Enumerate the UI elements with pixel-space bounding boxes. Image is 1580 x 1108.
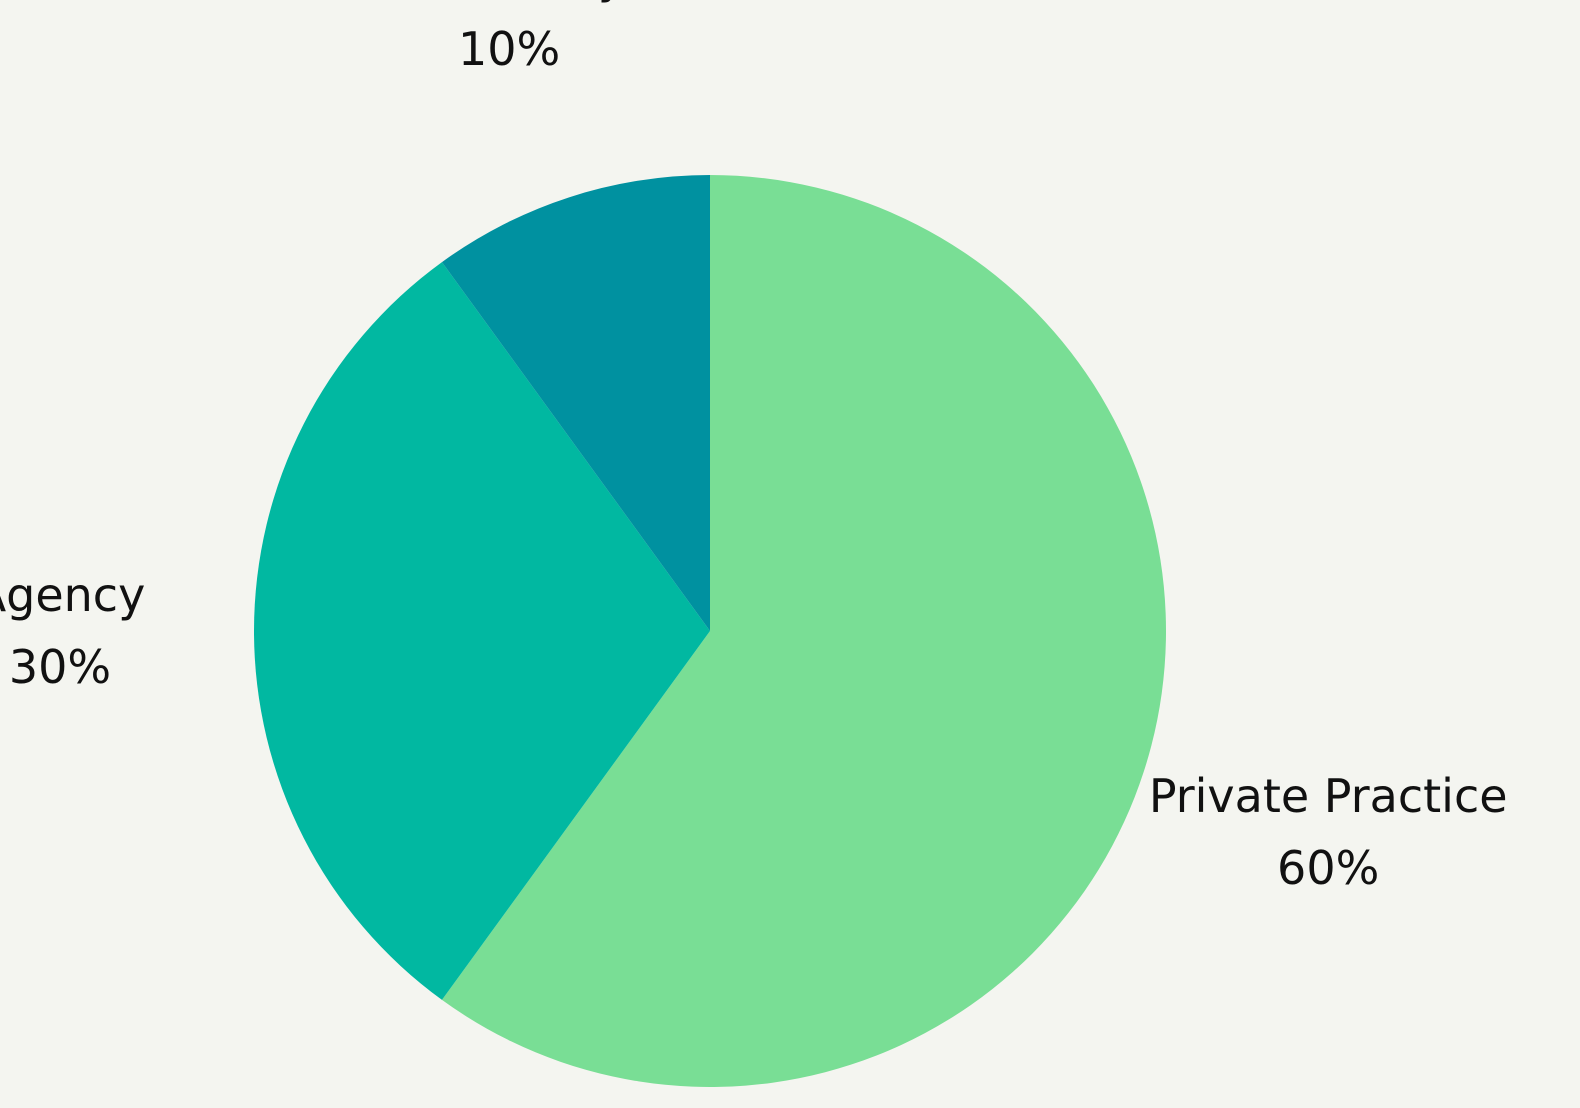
- slice-value-private-practice: 60%: [1277, 841, 1379, 895]
- pie-slices: [254, 175, 1167, 1088]
- slice-label-private-practice: Private Practice: [1149, 769, 1508, 823]
- slice-label-agency: Agency: [0, 568, 145, 622]
- slice-value-agency: 30%: [9, 640, 111, 694]
- pie-labels: Private Practice 60% Agency 30% University 10…: [0, 0, 1508, 895]
- slice-value-university: 10%: [458, 22, 560, 76]
- pie-slice-agency: [254, 262, 710, 1000]
- slice-label-university: University: [393, 0, 625, 4]
- pie-slice-university: [441, 175, 710, 631]
- pie-slice-private-practice: [441, 175, 1167, 1088]
